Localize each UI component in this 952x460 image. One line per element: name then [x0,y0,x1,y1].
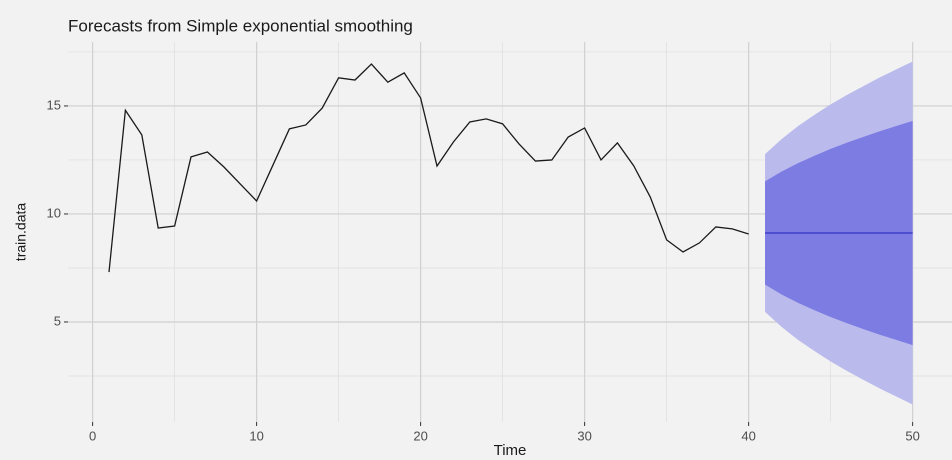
series-line [108,63,749,273]
x-tick-label: 30 [577,428,591,443]
x-tick-label: 0 [89,428,96,443]
y-tick-label: 15 [47,97,61,112]
x-tick-label: 40 [741,428,755,443]
x-tick-label: 20 [413,428,427,443]
chart-title: Forecasts from Simple exponential smooth… [68,16,413,35]
x-tick-label: 50 [905,428,919,443]
y-axis-label: train.data [13,203,29,262]
x-tick-label: 10 [249,428,263,443]
x-axis-label: Time [494,442,527,459]
plot-area [108,61,913,405]
y-tick-label: 5 [54,313,61,328]
y-tick-label: 10 [47,205,61,220]
